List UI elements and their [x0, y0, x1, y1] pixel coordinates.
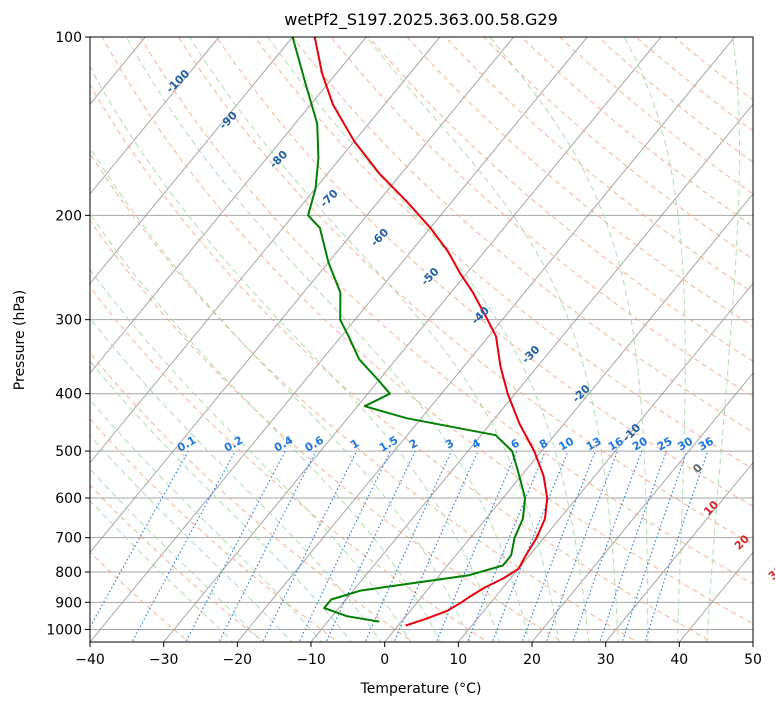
isotherm-gridline [90, 37, 367, 374]
moist-adiabat [90, 65, 501, 642]
moist-adiabat [90, 317, 382, 642]
x-axis-label: Temperature (°C) [360, 681, 482, 697]
dry-adiabat [90, 551, 190, 642]
dry-adiabat [368, 37, 753, 362]
isotherm-gridline [90, 37, 588, 642]
dry-adiabat [254, 37, 753, 470]
mixing-ratio-line [545, 450, 619, 642]
y-tick-label: 600 [55, 491, 82, 507]
x-tick-label: −10 [296, 652, 326, 668]
temperature-profile [313, 37, 549, 627]
x-tick-label: 0 [380, 652, 389, 668]
mixing-ratio-line [298, 450, 391, 642]
moist-adiabat [125, 37, 530, 642]
dewpoint-profile [291, 37, 527, 623]
moist-adiabat [90, 399, 323, 642]
y-tick-label: 1000 [46, 622, 82, 638]
dry-adiabat [101, 37, 753, 625]
moist-adiabat [267, 37, 590, 642]
y-tick-label: 800 [55, 565, 82, 581]
warm-adiabat-label: 30 [766, 562, 775, 582]
reference-lines [90, 37, 753, 642]
mixing-ratio-line [435, 450, 518, 642]
x-tick-label: 40 [670, 652, 688, 668]
moist-adiabat [489, 37, 649, 642]
dry-adiabat [444, 37, 753, 294]
isotherm-gridline [384, 193, 753, 642]
y-tick-label: 500 [55, 444, 82, 460]
mixing-ratio-line [218, 450, 317, 642]
mixing-ratio-line [621, 450, 688, 642]
dry-adiabat [177, 37, 753, 546]
isotherm-gridline [236, 37, 735, 642]
y-tick-label: 200 [55, 208, 82, 224]
profile-lines [291, 37, 549, 627]
x-tick-label: 30 [597, 652, 615, 668]
x-tick-label: 20 [523, 652, 541, 668]
mixing-ratio-line [644, 450, 709, 642]
plot-frame [89, 36, 754, 643]
isotherm-gridline [457, 282, 753, 642]
y-tick-label: 300 [55, 313, 82, 329]
moist-adiabat [90, 434, 293, 642]
dry-adiabat [139, 37, 753, 585]
dry-adiabat [90, 286, 489, 642]
x-tick-label: −20 [223, 652, 253, 668]
x-tick-label: 50 [744, 652, 762, 668]
isotherm-gridline [163, 37, 662, 642]
isotherm-gridline [90, 37, 514, 554]
mixing-ratio-line [599, 450, 668, 642]
moist-adiabat [366, 37, 619, 642]
x-tick-label: −30 [149, 652, 179, 668]
dry-adiabat [90, 219, 564, 642]
y-tick-label: 100 [55, 30, 82, 46]
mixing-ratio-line [131, 450, 236, 642]
x-tick-label: 10 [449, 652, 467, 668]
mixing-ratio-line [521, 450, 597, 642]
mixing-ratio-line [325, 450, 416, 642]
mixing-ratio-line [466, 450, 546, 642]
isotherm-gridline [90, 37, 293, 285]
isotherm-gridline [90, 37, 441, 464]
moist-adiabat [623, 37, 686, 642]
x-tick-label: −40 [75, 652, 105, 668]
isotherm-gridline [90, 37, 220, 195]
mixing-ratio-line [572, 450, 643, 642]
moist-adiabat [706, 37, 741, 642]
mixing-ratio-line [185, 450, 286, 642]
moist-adiabat [90, 468, 264, 642]
moist-adiabat [90, 212, 441, 642]
moist-adiabat [90, 146, 471, 642]
dry-adiabat [90, 484, 265, 642]
dry-adiabat [90, 83, 713, 642]
dry-adiabat [292, 37, 753, 433]
isotherm-gridline [605, 461, 753, 642]
moist-adiabat [90, 499, 234, 642]
y-tick-label: 900 [55, 595, 82, 611]
isotherm-gridline [531, 372, 753, 642]
y-tick-label: 700 [55, 531, 82, 547]
dry-adiabat [90, 352, 414, 642]
mixing-ratio-line [491, 450, 569, 642]
moist-adiabat [90, 360, 352, 642]
chart-title: wetPf2_S197.2025.363.00.58.G29 [284, 10, 558, 30]
moist-adiabat [189, 37, 560, 642]
y-axis-label: Pressure (hPa) [12, 290, 28, 390]
dry-adiabat [90, 152, 639, 642]
moist-adiabat [90, 268, 412, 642]
y-tick-label: 400 [55, 387, 82, 403]
